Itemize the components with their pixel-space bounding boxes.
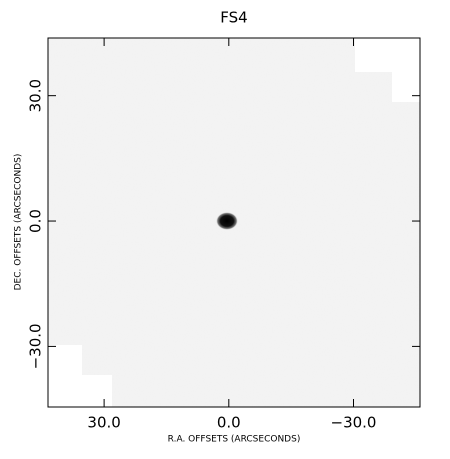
x-tick-label: −30.0: [331, 414, 377, 432]
chart-title: FS4: [220, 9, 247, 27]
x-tick-label: 30.0: [87, 414, 120, 432]
x-axis-label: R.A. OFFSETS (ARCSECONDS): [168, 435, 301, 445]
image: [47, 37, 421, 408]
y-tick-label: 30.0: [27, 79, 45, 112]
x-tick-label: 0.0: [217, 414, 241, 432]
y-axis-label: DEC. OFFSETS (ARCSECONDS): [14, 154, 24, 291]
y-tick-label: −30.0: [27, 323, 45, 369]
y-tick-label: 0.0: [27, 209, 45, 233]
